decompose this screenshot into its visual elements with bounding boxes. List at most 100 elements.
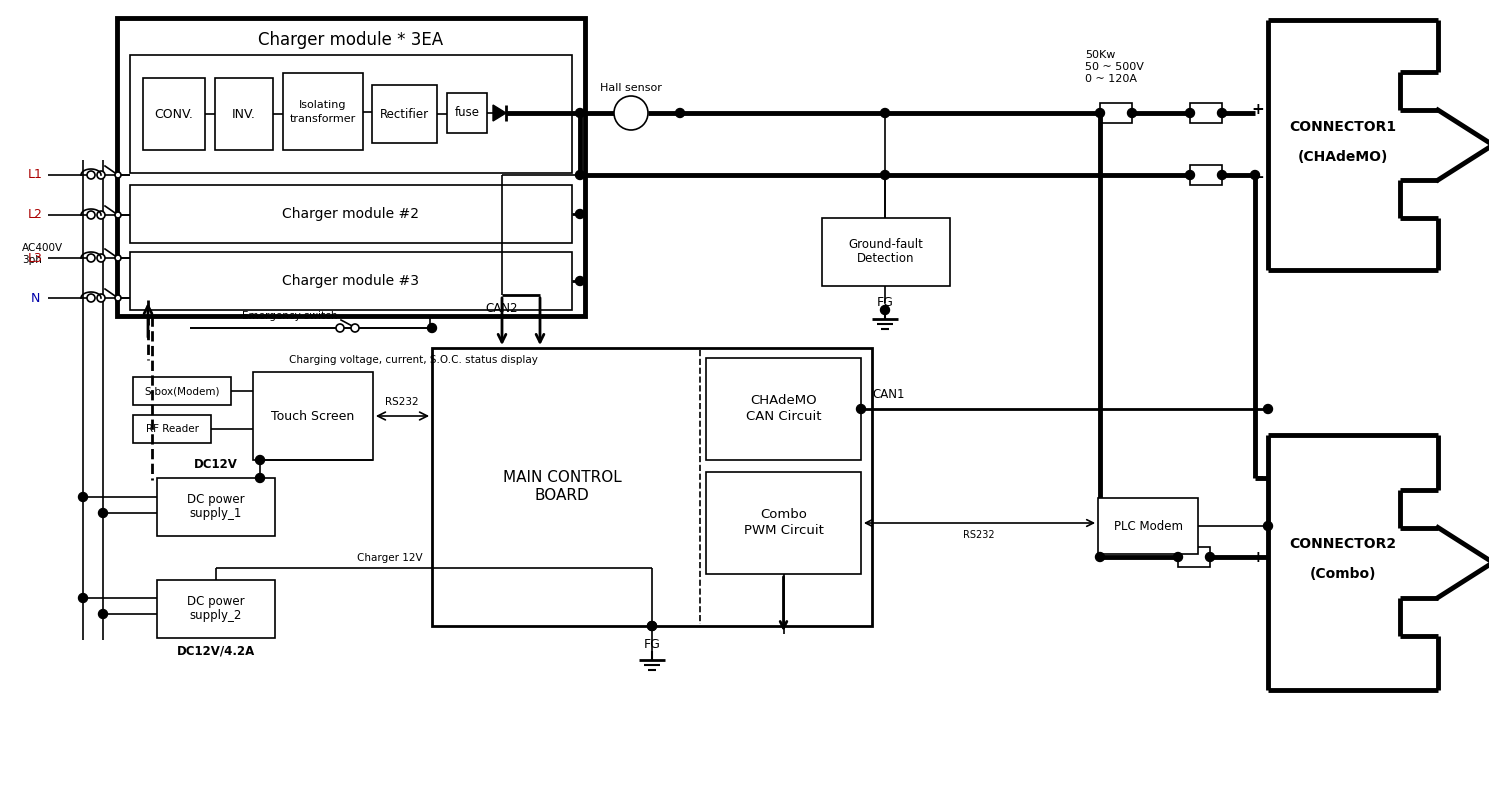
Text: −: − [1252, 470, 1264, 486]
Circle shape [115, 172, 121, 178]
Bar [130, 55, 572, 173]
Text: Touch Screen: Touch Screen [271, 410, 354, 423]
Text: Emergency switch: Emergency switch [243, 311, 338, 321]
Bar [130, 252, 572, 310]
Text: FG: FG [877, 297, 893, 309]
Circle shape [115, 295, 121, 301]
Text: DC power: DC power [188, 494, 244, 507]
Text: RS232: RS232 [386, 397, 418, 407]
Text: CAN1: CAN1 [873, 389, 905, 402]
Text: S-box(Modem): S-box(Modem) [144, 386, 220, 396]
Circle shape [86, 171, 95, 179]
Bar [143, 78, 205, 150]
Text: Ground-fault: Ground-fault [849, 238, 923, 251]
Text: Hall sensor: Hall sensor [600, 83, 663, 93]
Bar [156, 478, 275, 536]
Text: RF Reader: RF Reader [146, 424, 198, 434]
Circle shape [256, 473, 265, 482]
Text: 0 ~ 120A: 0 ~ 120A [1085, 74, 1138, 84]
Text: −: − [1252, 170, 1264, 184]
Text: Combo: Combo [759, 508, 807, 521]
Text: Charger module #2: Charger module #2 [283, 207, 420, 221]
Text: L1: L1 [28, 169, 43, 182]
Text: Charger module #3: Charger module #3 [283, 274, 420, 288]
Bar [1190, 165, 1222, 185]
Circle shape [86, 294, 95, 302]
Text: CAN Circuit: CAN Circuit [746, 410, 822, 423]
Circle shape [880, 170, 889, 179]
Text: CONV.: CONV. [155, 107, 194, 120]
Text: +: + [1252, 549, 1264, 565]
Circle shape [1185, 108, 1194, 117]
Circle shape [79, 594, 88, 603]
Circle shape [97, 254, 106, 262]
Circle shape [1173, 553, 1182, 562]
Circle shape [576, 108, 585, 117]
Text: FG: FG [643, 638, 661, 650]
Text: supply_2: supply_2 [189, 609, 243, 622]
Circle shape [1264, 521, 1273, 531]
Text: DC12V/4.2A: DC12V/4.2A [177, 645, 255, 658]
Circle shape [1218, 108, 1227, 117]
Circle shape [576, 276, 585, 285]
Text: MAIN CONTROL: MAIN CONTROL [503, 469, 621, 485]
Circle shape [613, 96, 648, 130]
Bar [706, 358, 861, 460]
Circle shape [576, 209, 585, 218]
Circle shape [427, 323, 436, 333]
Text: Charger module * 3EA: Charger module * 3EA [259, 31, 444, 49]
Circle shape [79, 493, 88, 502]
Circle shape [648, 621, 657, 630]
Bar [214, 78, 272, 150]
Circle shape [576, 170, 585, 179]
Circle shape [97, 171, 106, 179]
Text: CHAdeMO: CHAdeMO [750, 394, 817, 407]
Circle shape [1264, 405, 1273, 414]
Bar [1100, 103, 1132, 123]
Circle shape [86, 254, 95, 262]
Text: Charging voltage, current, S.O.C. status display: Charging voltage, current, S.O.C. status… [289, 355, 538, 365]
Text: Charger 12V: Charger 12V [357, 553, 423, 563]
Text: supply_1: supply_1 [189, 507, 243, 520]
Text: Isolating: Isolating [299, 100, 347, 111]
Bar [133, 377, 231, 405]
Bar [822, 218, 950, 286]
Bar [1190, 103, 1222, 123]
Text: Detection: Detection [858, 252, 914, 266]
Circle shape [98, 508, 107, 517]
Circle shape [1206, 553, 1215, 562]
Text: 3ph: 3ph [22, 255, 42, 265]
Circle shape [256, 456, 265, 465]
Circle shape [1185, 170, 1194, 179]
Bar [130, 185, 572, 243]
Text: (CHAdeMO): (CHAdeMO) [1298, 150, 1388, 164]
Text: CONNECTOR2: CONNECTOR2 [1289, 537, 1397, 552]
Text: L2: L2 [28, 208, 43, 221]
Circle shape [880, 305, 889, 314]
Text: DC power: DC power [188, 595, 244, 608]
Text: transformer: transformer [290, 113, 356, 124]
Text: +: + [1252, 103, 1264, 117]
Text: RS232: RS232 [963, 530, 995, 540]
Text: 50 ~ 500V: 50 ~ 500V [1085, 62, 1144, 72]
Circle shape [115, 212, 121, 218]
Circle shape [351, 324, 359, 332]
Circle shape [1096, 108, 1105, 117]
Circle shape [856, 405, 865, 414]
Text: (Combo): (Combo) [1310, 567, 1376, 582]
Text: fuse: fuse [454, 107, 479, 120]
Circle shape [98, 609, 107, 618]
Circle shape [1096, 553, 1105, 562]
Bar [133, 415, 211, 443]
Text: CONNECTOR1: CONNECTOR1 [1289, 120, 1397, 134]
Circle shape [115, 255, 121, 261]
Polygon shape [493, 105, 506, 121]
Text: Rectifier: Rectifier [380, 107, 429, 120]
Circle shape [1127, 108, 1136, 117]
Bar [706, 472, 861, 574]
Circle shape [97, 294, 106, 302]
Text: N: N [30, 292, 40, 305]
Circle shape [337, 324, 344, 332]
Bar [372, 85, 436, 143]
Bar [118, 18, 585, 316]
